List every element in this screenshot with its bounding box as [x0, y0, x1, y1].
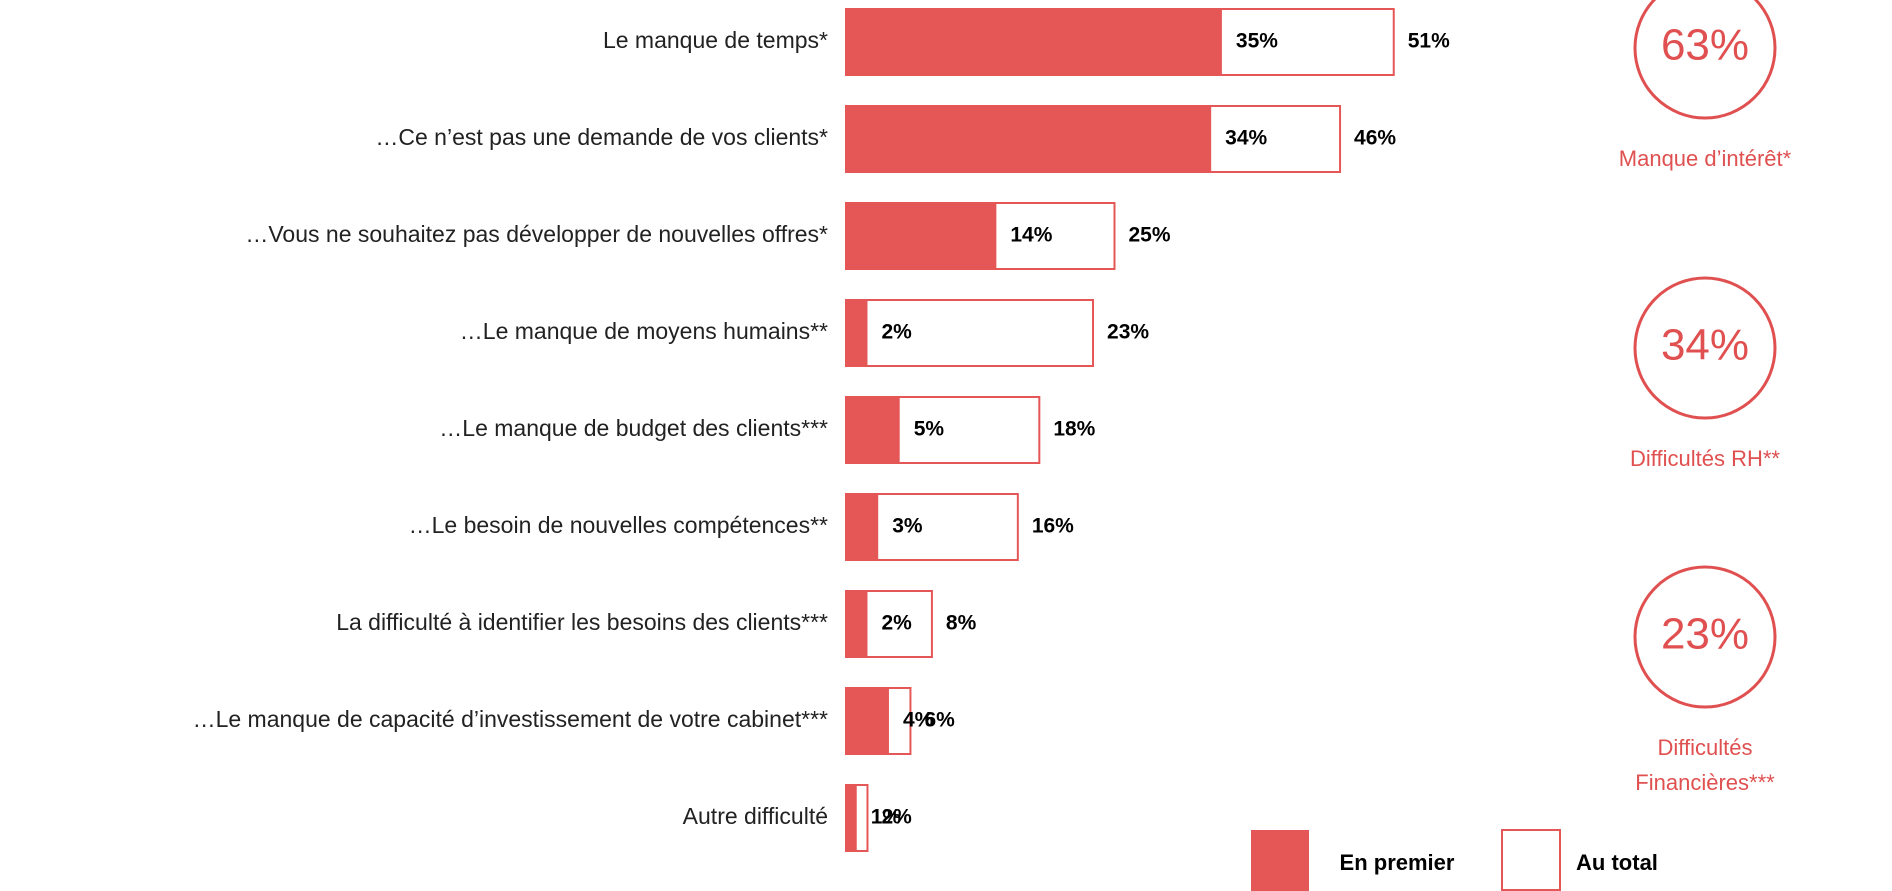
bar-first	[846, 688, 889, 754]
value-label: 2%	[881, 806, 912, 829]
legend-swatch	[1251, 830, 1309, 891]
value-label: 8%	[946, 612, 977, 635]
group-circle	[1633, 0, 1777, 120]
bar-first	[846, 300, 868, 366]
legend-label: Au total	[1576, 850, 1658, 875]
value-label: 2%	[881, 321, 912, 344]
group-circle	[1633, 565, 1777, 709]
category-label: Autre difficulté	[683, 803, 828, 829]
group-value: 34%	[1661, 321, 1749, 370]
bar-first	[846, 397, 900, 463]
value-label: 1%	[871, 806, 902, 829]
bar-first	[846, 106, 1212, 172]
category-label: …Le manque de moyens humains**	[460, 318, 828, 344]
category-label: …Vous ne souhaitez pas développer de nou…	[245, 221, 828, 247]
bar-first	[846, 494, 879, 560]
bar-first	[846, 591, 868, 657]
value-label: 34%	[1225, 127, 1267, 150]
value-label: 3%	[892, 515, 923, 538]
value-label: 2%	[881, 612, 912, 635]
value-label: 51%	[1408, 30, 1450, 53]
value-label: 25%	[1129, 224, 1171, 247]
bar-first	[846, 785, 857, 851]
value-label: 23%	[1107, 321, 1149, 344]
category-label: La difficulté à identifier les besoins d…	[336, 609, 828, 635]
group-label: Difficultés RH**	[1630, 446, 1780, 471]
category-label: …Le manque de budget des clients***	[439, 415, 828, 441]
category-label: Le manque de temps*	[603, 27, 828, 53]
group-value: 63%	[1661, 21, 1749, 70]
value-label: 4%	[903, 709, 934, 732]
bar-first	[846, 203, 997, 269]
category-label: …Le manque de capacité d’investissement …	[193, 706, 828, 732]
group-label: Financières***	[1635, 770, 1775, 795]
legend-swatch	[1501, 829, 1561, 891]
legend-label: En premier	[1340, 850, 1455, 875]
value-label: 16%	[1032, 515, 1074, 538]
category-label: …Ce n’est pas une demande de vos clients…	[375, 124, 828, 150]
value-label: 18%	[1053, 418, 1095, 441]
group-label: Difficultés	[1658, 735, 1753, 760]
value-label: 46%	[1354, 127, 1396, 150]
category-label: …Le besoin de nouvelles compétences**	[409, 512, 828, 538]
group-value: 23%	[1661, 610, 1749, 659]
value-label: 14%	[1010, 224, 1052, 247]
value-label: 6%	[924, 709, 955, 732]
value-label: 5%	[914, 418, 945, 441]
bar-first	[846, 9, 1222, 75]
value-label: 35%	[1236, 30, 1278, 53]
group-label: Manque d’intérêt*	[1619, 146, 1792, 171]
group-circle	[1633, 276, 1777, 420]
bar-total	[845, 299, 1095, 367]
